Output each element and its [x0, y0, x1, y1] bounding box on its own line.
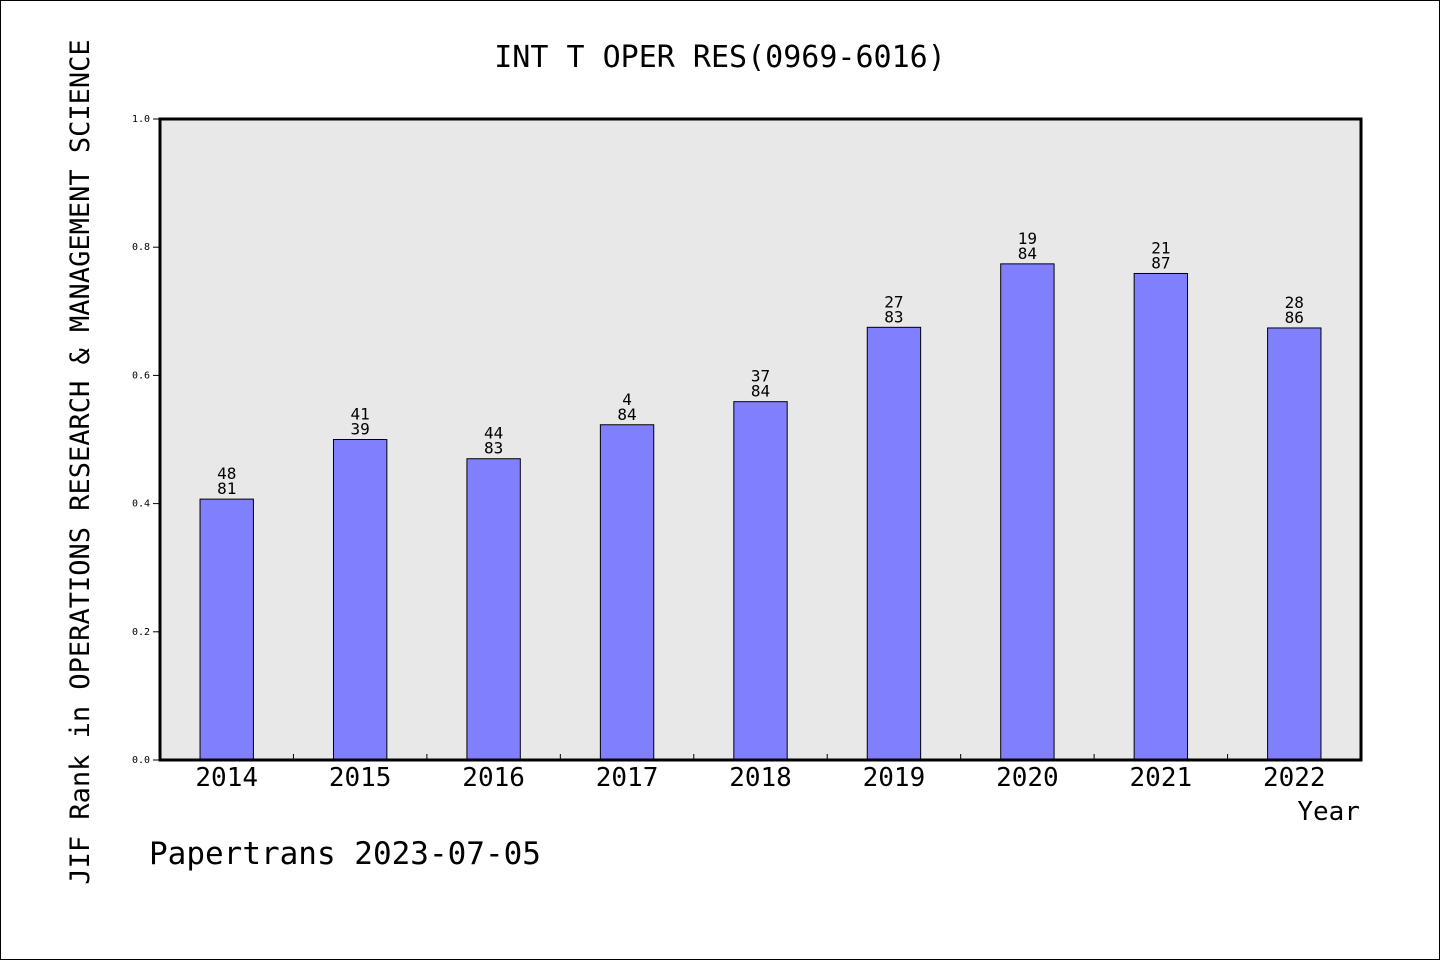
rank-label-top: 37 [751, 367, 770, 386]
bar-2022 [1267, 327, 1322, 761]
rank-label-bottom: 81 [217, 479, 236, 498]
rank-label-top: 44 [484, 424, 503, 443]
rank-label-top: 41 [351, 405, 370, 424]
bars [199, 263, 1322, 761]
rank-label-bottom: 87 [1151, 253, 1170, 272]
x-tick-label: 2018 [729, 763, 792, 793]
x-tick-label: 2016 [462, 763, 525, 793]
rank-label-bottom: 84 [1018, 244, 1037, 263]
rank-label-bottom: 83 [484, 439, 503, 458]
y-axis-label: JIF Rank in OPERATIONS RESEARCH & MANAGE… [65, 39, 96, 884]
bar-2020 [1000, 263, 1055, 761]
rank-label-top: 21 [1151, 238, 1170, 257]
y-tick-label: 0.6 [132, 370, 150, 381]
x-tick-label: 2014 [195, 763, 258, 793]
x-tick-label: 2015 [329, 763, 392, 793]
bar-2015 [332, 439, 388, 761]
bar-2021 [1133, 272, 1189, 761]
rank-label-top: 27 [884, 292, 903, 311]
y-tick-label: 1.0 [132, 114, 150, 125]
rank-label-bottom: 83 [884, 307, 903, 326]
x-tick-label: 2020 [996, 763, 1059, 793]
rank-label-bottom: 86 [1285, 308, 1304, 327]
bar-2017 [599, 424, 655, 761]
x-axis: 2014 2015 2016 2017 2018 2019 2020 2021 2022 [195, 754, 1326, 793]
bar-2014 [199, 498, 254, 761]
bar-2019 [866, 326, 922, 761]
x-tick-label: 2022 [1263, 763, 1326, 793]
rank-label-top: 19 [1018, 229, 1037, 248]
x-tick-label: 2021 [1130, 763, 1193, 793]
rank-label-top: 28 [1285, 293, 1304, 312]
rank-label-bottom: 84 [617, 405, 636, 424]
y-tick-label: 0.8 [132, 242, 150, 253]
rank-label-top: 48 [217, 464, 236, 483]
chart-title: INT T OPER RES(0969-6016) [494, 40, 946, 75]
plot-border [158, 117, 1363, 762]
x-axis-label: Year [1297, 797, 1360, 827]
rank-label-bottom: 39 [351, 420, 370, 439]
bar-2016 [466, 458, 521, 761]
y-axis: 0.0 0.2 0.4 0.6 0.8 1.0 [132, 114, 160, 766]
x-tick-label: 2019 [863, 763, 926, 793]
bar-2018 [733, 401, 788, 761]
y-tick-label: 0.2 [132, 627, 150, 638]
x-tick-label: 2017 [596, 763, 659, 793]
rank-label-bottom: 84 [751, 382, 770, 401]
credit-text: Papertrans 2023-07-05 [149, 836, 541, 872]
y-tick-label: 0.0 [132, 755, 150, 766]
rank-label-top: 4 [622, 390, 632, 409]
y-tick-label: 0.4 [132, 499, 150, 510]
